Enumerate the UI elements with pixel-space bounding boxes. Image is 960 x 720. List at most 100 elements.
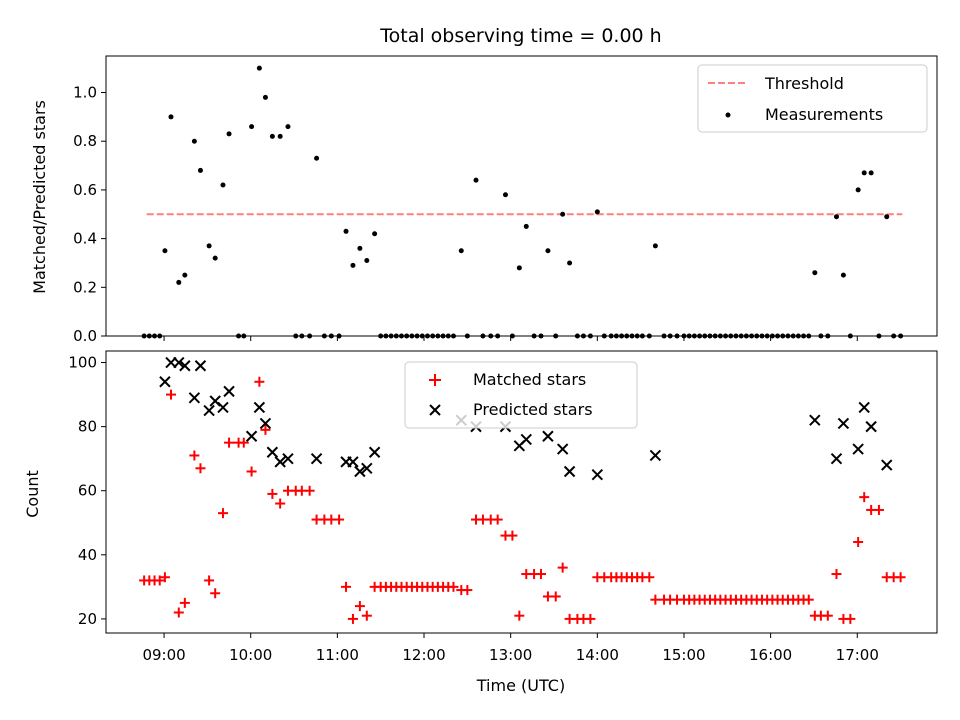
matched-point [238,437,249,448]
matched-point [462,585,473,596]
measurement-point [197,167,203,173]
measurement-point [516,265,522,271]
predicted-point [245,430,258,442]
predicted-point [858,401,870,414]
matched-point [217,508,228,519]
measurement-point [249,124,255,130]
measurement-point [269,133,275,139]
matched-point [254,376,265,387]
measurement-point [191,138,197,144]
x-tick-label: 10:00 [229,646,272,664]
measurements-legend-marker [725,112,731,118]
measurement-point [523,223,529,229]
predicted-point [203,404,215,417]
predicted-point [881,459,893,471]
bottom-legend-box [404,361,638,429]
predicted-point [253,401,266,414]
bottom-x-ticks: 09:00 10:00 11:00 12:00 13:00 14:00 15:00 16:00… [142,633,879,664]
measurement-point [277,133,283,139]
matched-point [448,581,459,592]
predicted-point [830,452,843,465]
matched-point [204,575,215,586]
top-y-tick-label: 0.4 [73,230,97,248]
predicted-point [368,446,381,458]
matched-point [535,569,546,580]
measurement-point [285,124,291,130]
measurement-point [567,260,573,266]
bottom-y-tick-label: 40 [78,546,97,564]
measurement-point [226,131,232,137]
matched-point [492,514,503,525]
matched-point [347,613,358,624]
measurement-point [182,272,188,278]
matched-point [224,437,235,448]
top-y-tick-label: 0.8 [73,132,97,150]
matched-point [304,485,315,496]
measurement-point [206,243,212,249]
chart-title: Total observing time = 0.00 h [379,25,661,47]
predicted-point [563,465,576,478]
predicted-point [194,360,207,372]
matched-point [173,607,184,618]
matched-point [650,594,661,605]
matched-point [514,610,525,621]
top-y-tick-label: 0.0 [73,327,97,345]
predicted-point [556,443,569,455]
matched-point [341,581,352,592]
predicted-point [347,456,359,468]
x-axis-label: Time (UTC) [476,676,565,695]
measurement-point [884,214,890,220]
x-tick-label: 11:00 [316,646,359,664]
predicted-point [837,417,850,430]
measurement-point [364,258,370,264]
bottom-panel: 20 40 60 80 100 09:00 10:00 11:00 12:00 13:00 14:… [23,350,938,664]
matched-point [803,594,814,605]
measurement-point [220,182,226,188]
x-tick-label: 17:00 [836,646,879,664]
measurement-point [833,214,839,220]
top-panel: 0.0 0.2 0.4 0.6 0.8 1.0 Matched/Predicted sta… [30,55,938,345]
measurement-point [168,114,174,120]
matched-point [822,610,833,621]
x-tick-label: 16:00 [749,646,792,664]
matched-point [334,514,345,525]
top-y-tick-label: 1.0 [73,84,97,102]
matched-legend-marker [429,374,441,386]
predicted-point [188,392,201,404]
measurement-point [545,248,551,254]
matched-point [361,610,372,621]
top-y-tick-label: 0.6 [73,181,97,199]
measurement-point [212,255,218,261]
top-axes-frame [105,55,938,337]
matched-point [260,424,271,435]
predicted-point [223,385,235,398]
predicted-point [217,401,229,414]
predicted-point [852,443,864,455]
bottom-y-tick-label: 100 [68,354,97,372]
top-y-tick-label: 0.2 [73,278,97,296]
matched-point [507,530,518,541]
measurement-point [473,177,479,183]
measurement-point [357,245,363,251]
predicted-legend-marker [429,404,441,416]
bottom-y-ticks: 20 40 60 80 100 [68,354,106,628]
predicted-point [361,462,373,474]
measurement-point [350,262,356,268]
matched-point [267,488,278,499]
matched-point [195,463,206,474]
predicted-point [865,420,877,433]
matched-point [585,613,596,624]
bottom-y-tick-label: 60 [78,482,97,500]
matched-point [853,536,864,547]
predicted-point [542,430,554,442]
measurement-point [652,243,658,249]
bottom-axes-frame [105,350,938,634]
predicted-point [649,449,662,462]
measurement-point [372,231,378,237]
predicted-point [179,360,191,372]
matched-point [246,466,257,477]
measurement-point [502,192,508,198]
matched-point [354,601,365,612]
predicted-point [159,376,171,388]
